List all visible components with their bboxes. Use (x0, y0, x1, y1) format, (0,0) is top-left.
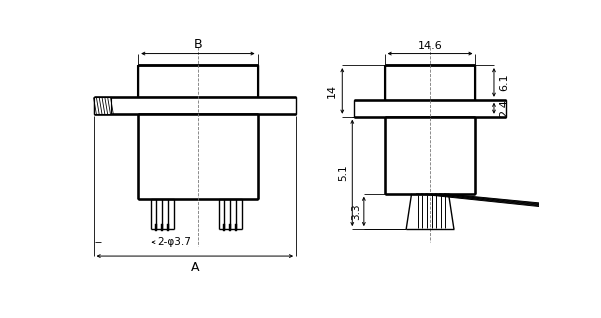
Bar (235, 224, 237, 231)
Bar (222, 224, 225, 231)
Bar (354, 100, 506, 117)
Text: 14.6: 14.6 (418, 41, 442, 51)
Bar (385, 65, 475, 100)
Text: 5.1: 5.1 (338, 165, 349, 181)
Bar (167, 224, 169, 231)
Bar (138, 114, 258, 199)
Text: 3.3: 3.3 (352, 203, 362, 220)
Bar (94, 97, 111, 114)
Bar (155, 224, 157, 231)
Bar (138, 65, 258, 97)
Bar (385, 117, 475, 194)
Text: 2-φ3.7: 2-φ3.7 (157, 237, 191, 247)
Text: A: A (191, 261, 199, 274)
Text: 2.4: 2.4 (499, 99, 510, 117)
Bar (94, 97, 296, 114)
Text: 14: 14 (327, 84, 337, 98)
Bar (229, 224, 231, 231)
Text: B: B (194, 38, 202, 51)
Bar (161, 224, 163, 231)
Text: 6.1: 6.1 (499, 74, 510, 91)
